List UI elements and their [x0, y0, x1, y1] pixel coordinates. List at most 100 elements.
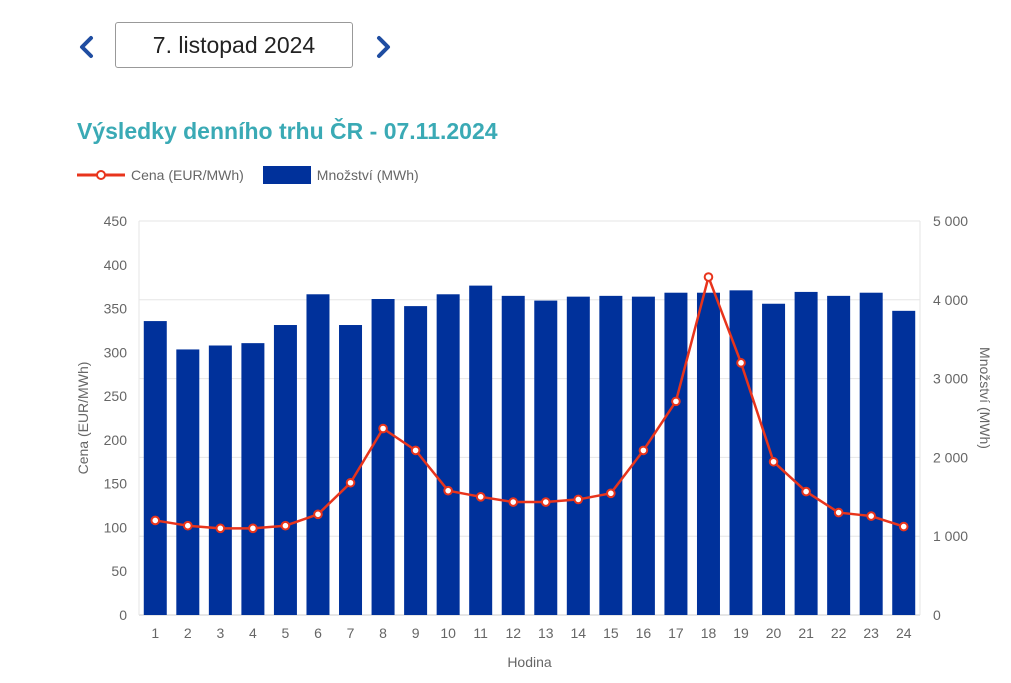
- bar: [827, 295, 851, 615]
- y-left-tick-label: 100: [104, 519, 128, 535]
- price-point: [638, 445, 649, 456]
- x-tick-label: 19: [733, 625, 749, 641]
- price-point: [606, 488, 616, 499]
- bar: [729, 290, 753, 615]
- bar: [892, 310, 916, 615]
- price-point: [671, 396, 681, 407]
- x-axis-title: Hodina: [507, 654, 552, 670]
- legend-label-price: Cena (EUR/MWh): [131, 167, 244, 183]
- x-tick-label: 20: [766, 625, 782, 641]
- bar-series-swatch-icon: [262, 166, 311, 184]
- x-tick-label: 4: [249, 625, 257, 641]
- y-left-axis-title: Cena (EUR/MWh): [75, 362, 91, 475]
- bar: [664, 292, 688, 615]
- x-tick-label: 3: [216, 625, 224, 641]
- price-point: [443, 485, 453, 496]
- x-tick-label: 17: [668, 625, 684, 641]
- bar: [599, 295, 623, 615]
- price-point: [768, 456, 779, 467]
- legend-label-quantity: Množství (MWh): [316, 167, 419, 183]
- legend-item-price[interactable]: Cena (EUR/MWh): [77, 166, 244, 184]
- line-series-swatch-icon: [77, 170, 125, 180]
- y-right-tick-label: 1 000: [933, 528, 968, 544]
- price-point: [248, 523, 258, 534]
- y-left-tick-label: 50: [111, 563, 127, 579]
- bar: [143, 321, 167, 615]
- price-point: [280, 520, 291, 531]
- x-tick-label: 10: [440, 625, 456, 641]
- price-point: [703, 272, 714, 282]
- chart-legend: Cena (EUR/MWh) Množství (MWh): [77, 166, 438, 184]
- x-tick-label: 8: [379, 625, 387, 641]
- price-point: [475, 492, 486, 502]
- x-tick-label: 7: [347, 625, 355, 641]
- bar: [176, 349, 200, 615]
- y-left-tick-label: 200: [104, 432, 128, 448]
- bar: [696, 292, 720, 615]
- bar: [371, 299, 395, 615]
- y-right-tick-label: 5 000: [933, 213, 968, 229]
- x-tick-label: 1: [151, 625, 159, 641]
- price-point: [508, 497, 519, 507]
- date-label: 7. listopad 2024: [152, 31, 316, 58]
- x-tick-label: 15: [603, 625, 619, 641]
- price-point: [345, 477, 356, 488]
- bar: [631, 296, 655, 615]
- x-tick-label: 14: [571, 625, 587, 641]
- chart-title: Výsledky denního trhu ČR - 07.11.2024: [77, 118, 498, 144]
- chevron-right-icon: [377, 36, 390, 58]
- y-left-tick-label: 300: [104, 344, 128, 360]
- x-tick-label: 18: [701, 625, 717, 641]
- x-tick-label: 21: [798, 625, 814, 641]
- price-point: [898, 521, 909, 532]
- price-series-line: [155, 275, 905, 530]
- price-point: [573, 494, 584, 505]
- legend-item-quantity[interactable]: Množství (MWh): [262, 166, 419, 184]
- x-tick-label: 9: [412, 625, 420, 641]
- y-right-axis-title: Množství (MWh): [977, 347, 993, 449]
- bar: [404, 306, 428, 615]
- next-day-button[interactable]: [370, 34, 396, 60]
- y-left-tick-label: 450: [104, 213, 128, 229]
- y-left-tick-label: 400: [104, 257, 128, 273]
- price-point: [183, 520, 193, 531]
- price-point: [150, 515, 161, 526]
- x-tick-label: 6: [314, 625, 322, 641]
- y-right-tick-label: 3 000: [933, 371, 968, 387]
- bar: [306, 294, 330, 615]
- bar: [339, 325, 363, 615]
- bar: [208, 345, 232, 615]
- x-tick-label: 23: [863, 625, 879, 641]
- x-tick-label: 13: [538, 625, 554, 641]
- price-point: [540, 497, 551, 507]
- bar: [469, 285, 493, 615]
- y-left-tick-label: 150: [104, 476, 128, 492]
- y-right-tick-label: 4 000: [933, 292, 968, 308]
- y-left-tick-label: 250: [104, 388, 128, 404]
- price-point: [410, 445, 421, 456]
- bar: [794, 291, 818, 615]
- x-tick-label: 12: [505, 625, 521, 641]
- x-tick-label: 24: [896, 625, 912, 641]
- bar: [534, 300, 558, 615]
- price-point: [801, 486, 811, 497]
- price-point: [313, 509, 323, 520]
- y-left-tick-label: 0: [119, 607, 127, 623]
- prev-day-button[interactable]: [74, 34, 100, 60]
- x-tick-label: 2: [184, 625, 192, 641]
- bar: [859, 292, 883, 615]
- bar: [273, 325, 297, 615]
- y-right-tick-label: 0: [933, 607, 941, 623]
- price-point: [866, 511, 876, 521]
- price-point: [833, 507, 844, 518]
- price-point: [215, 523, 226, 534]
- bar: [241, 343, 265, 615]
- y-left-tick-label: 350: [104, 301, 128, 317]
- date-picker-button[interactable]: 7. listopad 2024: [115, 22, 353, 68]
- chevron-left-icon: [80, 36, 93, 58]
- bar: [436, 294, 460, 615]
- x-tick-label: 22: [831, 625, 847, 641]
- x-tick-label: 11: [473, 625, 488, 641]
- bar: [501, 295, 525, 615]
